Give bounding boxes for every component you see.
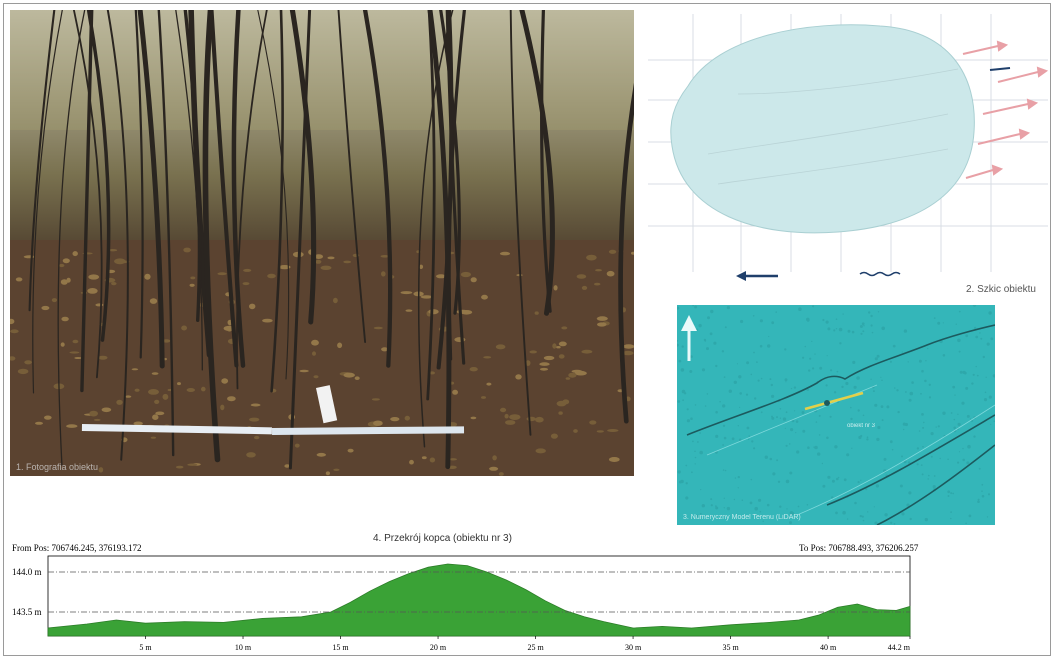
north-arrow-icon [736, 271, 778, 281]
lidar-object-label: obiekt nr 3 [847, 423, 876, 429]
x-tick-label: 40 m [820, 643, 837, 652]
x-tick-label: 5 m [139, 643, 152, 652]
x-tick-label: 15 m [332, 643, 349, 652]
sketch-caption: 2. Szkic obiektu [965, 284, 1036, 295]
north-arrow-icon [681, 315, 697, 361]
object-sketch: 2. Szkic obiektu [648, 14, 1049, 295]
x-tick-label: 30 m [625, 643, 642, 652]
section-line [804, 391, 864, 411]
profile-title: 4. Przekrój kopca (obiektu nr 3) [373, 533, 512, 544]
slope-arrows-icon [962, 40, 1049, 179]
x-tick-label: 10 m [235, 643, 252, 652]
scale-bar-icon [859, 271, 901, 277]
forest-photo: 1. Fotografia obiektu [10, 10, 634, 476]
lidar-caption: 3. Numeryczny Model Terenu (LiDAR) [683, 514, 801, 521]
page-frame [3, 3, 1051, 656]
photo-caption: 1. Fotografia obiektu [16, 462, 99, 472]
profile-to-position: To Pos: 706788.493, 376206.257 [799, 543, 919, 553]
elevation-profile-chart: 144.0 m 143.5 m 5 m 10 m 15 m 20 m 25 m 30 m 35 … [10, 552, 920, 656]
profile-from-position: From Pos: 706746.245, 376193.172 [12, 543, 142, 553]
y-tick-label: 143.5 m [12, 607, 42, 617]
x-tick-label: 20 m [430, 643, 447, 652]
profile-area [47, 563, 911, 637]
x-tick-label: 25 m [527, 643, 544, 652]
lidar-terrain-model: obiekt nr 3 3. Numeryczny Model Terenu (… [677, 305, 995, 525]
x-tick-label: 44.2 m [888, 643, 911, 652]
x-tick-label: 35 m [722, 643, 739, 652]
y-tick-label: 144.0 m [12, 567, 42, 577]
object-outline [670, 24, 975, 234]
